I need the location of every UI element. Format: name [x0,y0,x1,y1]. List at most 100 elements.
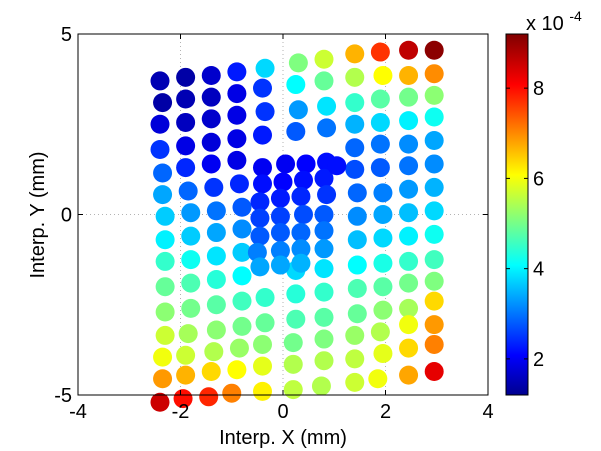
data-point [286,121,306,141]
data-point [232,242,252,262]
data-point [150,392,170,412]
scatter-points [150,40,444,412]
data-point [314,259,334,279]
data-point [347,230,367,250]
data-point [273,172,293,192]
data-point [424,250,444,270]
data-point [178,324,198,344]
data-point [176,365,196,385]
data-point [253,334,272,354]
data-point [227,150,247,170]
x-axis-label: Interp. X (mm) [219,427,347,449]
y-tick-label: 0 [61,205,72,227]
data-point [276,154,296,174]
data-point [204,342,224,362]
data-point [201,87,221,107]
data-point [181,226,201,246]
data-point [311,376,331,396]
data-point [181,273,201,293]
data-point [373,205,393,224]
colorbar-tick-label: 8 [533,78,544,100]
data-point [373,300,393,320]
data-point [399,273,419,293]
data-point [314,282,334,302]
data-point [150,71,170,91]
data-point [201,362,221,382]
data-point [250,208,270,228]
data-point [370,134,390,154]
data-point [222,383,242,403]
data-point [178,181,198,201]
data-point [345,114,365,134]
x-tick-label: 0 [277,401,288,423]
data-point [399,156,419,176]
data-point [201,66,221,86]
data-point [345,349,365,369]
data-point [424,224,444,244]
data-point [345,67,365,87]
data-point [232,197,252,217]
data-point [424,40,444,60]
data-point [232,291,252,311]
data-point [291,239,311,259]
data-point [373,253,393,273]
data-point [424,177,444,197]
data-point [155,206,175,226]
data-point [399,251,419,271]
data-point [288,100,308,120]
data-point [181,250,201,270]
x-tick-label: 4 [482,401,493,423]
x-tick-label: 2 [380,401,391,423]
data-point [176,112,196,132]
data-point [424,85,444,105]
data-point [199,387,219,407]
data-point [201,154,221,174]
data-point [424,201,444,221]
data-point [286,309,306,329]
data-point [155,251,175,271]
data-point [368,369,388,389]
colorbar-exponent: x 10 -4 [526,8,582,35]
data-point [201,132,221,152]
data-point [424,130,444,150]
colorbar-tick-label: 6 [533,168,544,190]
data-point [399,179,419,199]
data-point [232,266,252,286]
data-point [373,277,393,297]
data-point [270,223,290,243]
data-point [253,158,272,178]
data-point [255,313,275,333]
data-point [291,253,311,273]
data-point [206,246,226,266]
data-point [206,223,226,243]
data-point [204,177,224,197]
data-point [255,102,275,122]
data-point [370,89,390,109]
data-point [255,58,275,78]
data-point [153,185,173,205]
data-point [153,163,173,183]
data-point [424,154,444,174]
data-point [424,64,444,84]
x-tick-label: -4 [69,401,87,423]
data-point [370,112,390,132]
data-point [270,255,290,275]
data-point [283,354,303,374]
data-point [227,360,247,380]
data-point [347,183,367,203]
colorbar-tick-label: 4 [533,259,544,281]
data-point [155,230,175,250]
y-tick-label: -5 [54,385,72,407]
data-point [229,174,249,194]
data-point [201,109,221,129]
x-tick-label: -2 [172,401,190,423]
data-point [253,125,272,145]
data-point [399,87,419,107]
data-point [176,67,196,87]
data-point [314,71,334,91]
data-point [424,107,444,127]
data-point [424,334,444,354]
data-point [250,257,270,277]
data-point [399,203,419,223]
